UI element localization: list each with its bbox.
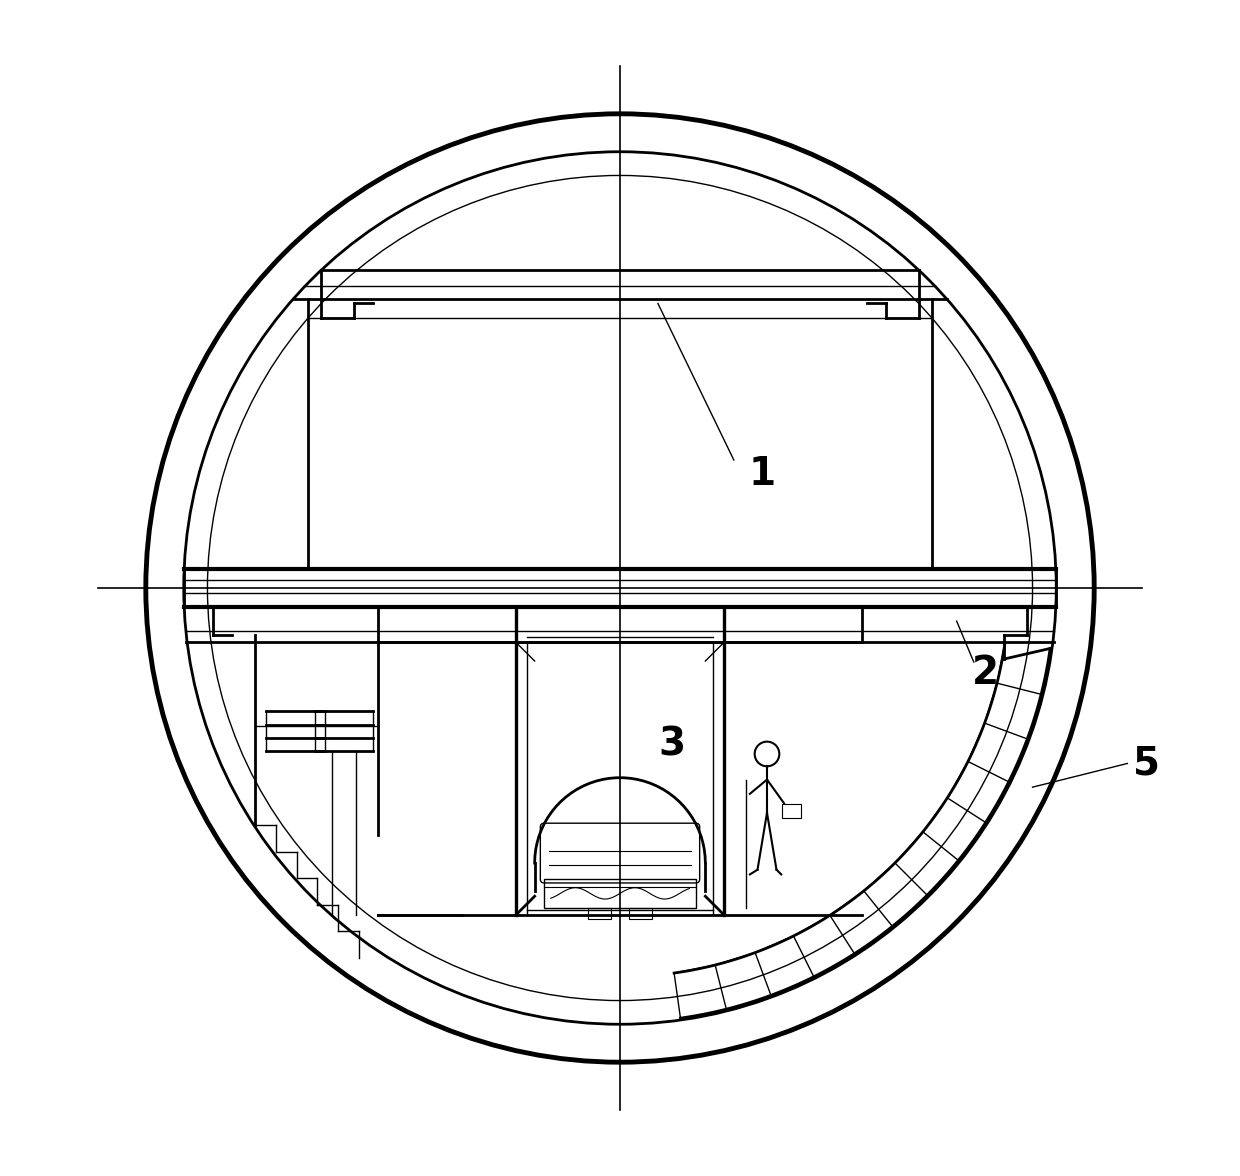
Bar — [544, 880, 696, 908]
Text: 5: 5 — [1133, 744, 1159, 782]
Bar — [630, 908, 652, 918]
Text: 2: 2 — [972, 654, 998, 693]
Text: 1: 1 — [749, 455, 776, 493]
Bar — [782, 804, 801, 817]
Text: 3: 3 — [658, 726, 686, 763]
Bar — [588, 908, 610, 918]
